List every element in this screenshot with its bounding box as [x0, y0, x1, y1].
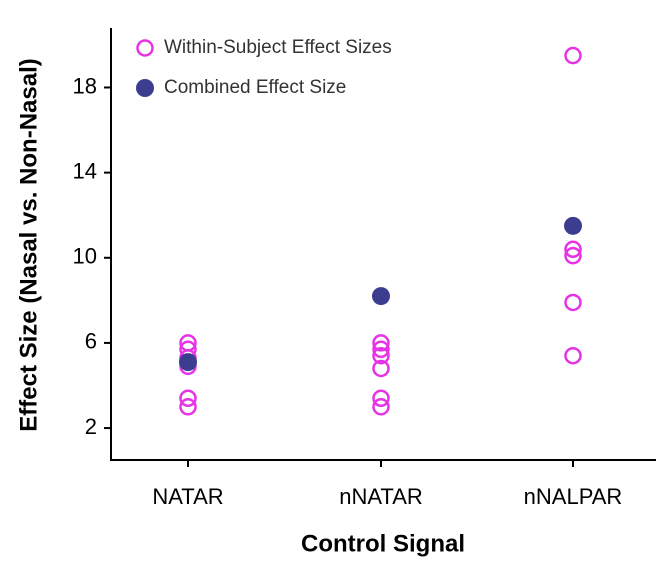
data-point	[372, 398, 390, 416]
legend-label: Within-Subject Effect Sizes	[164, 37, 392, 58]
data-point	[564, 246, 582, 265]
y-tick-label: 18	[73, 73, 97, 98]
data-point	[179, 389, 197, 408]
y-tick-label: 6	[85, 329, 97, 354]
data-point	[179, 353, 197, 372]
y-tick-label: 2	[85, 414, 97, 439]
data-point	[564, 240, 582, 259]
data-point	[372, 334, 390, 352]
y-tick-label: 14	[73, 158, 97, 183]
data-point	[372, 340, 390, 359]
x-tick-label: nNALPAR	[524, 484, 623, 509]
legend-label: Combined Effect Size	[164, 77, 346, 98]
data-point	[564, 293, 582, 312]
data-point	[564, 346, 582, 365]
data-point	[372, 389, 390, 408]
data-point	[372, 346, 390, 365]
legend-marker	[136, 79, 154, 97]
data-point	[564, 46, 582, 65]
data-point	[179, 398, 197, 416]
data-point	[372, 287, 390, 306]
data-point	[372, 359, 390, 378]
y-tick-label: 10	[73, 244, 97, 269]
x-tick-label: nNATAR	[339, 484, 423, 509]
x-tick-label: NATAR	[152, 484, 223, 509]
x-axis-title: Control Signal	[301, 530, 465, 557]
legend-marker	[136, 39, 154, 57]
data-point	[564, 216, 582, 235]
y-axis-title: Effect Size (Nasal vs. Non-Nasal)	[15, 58, 42, 431]
